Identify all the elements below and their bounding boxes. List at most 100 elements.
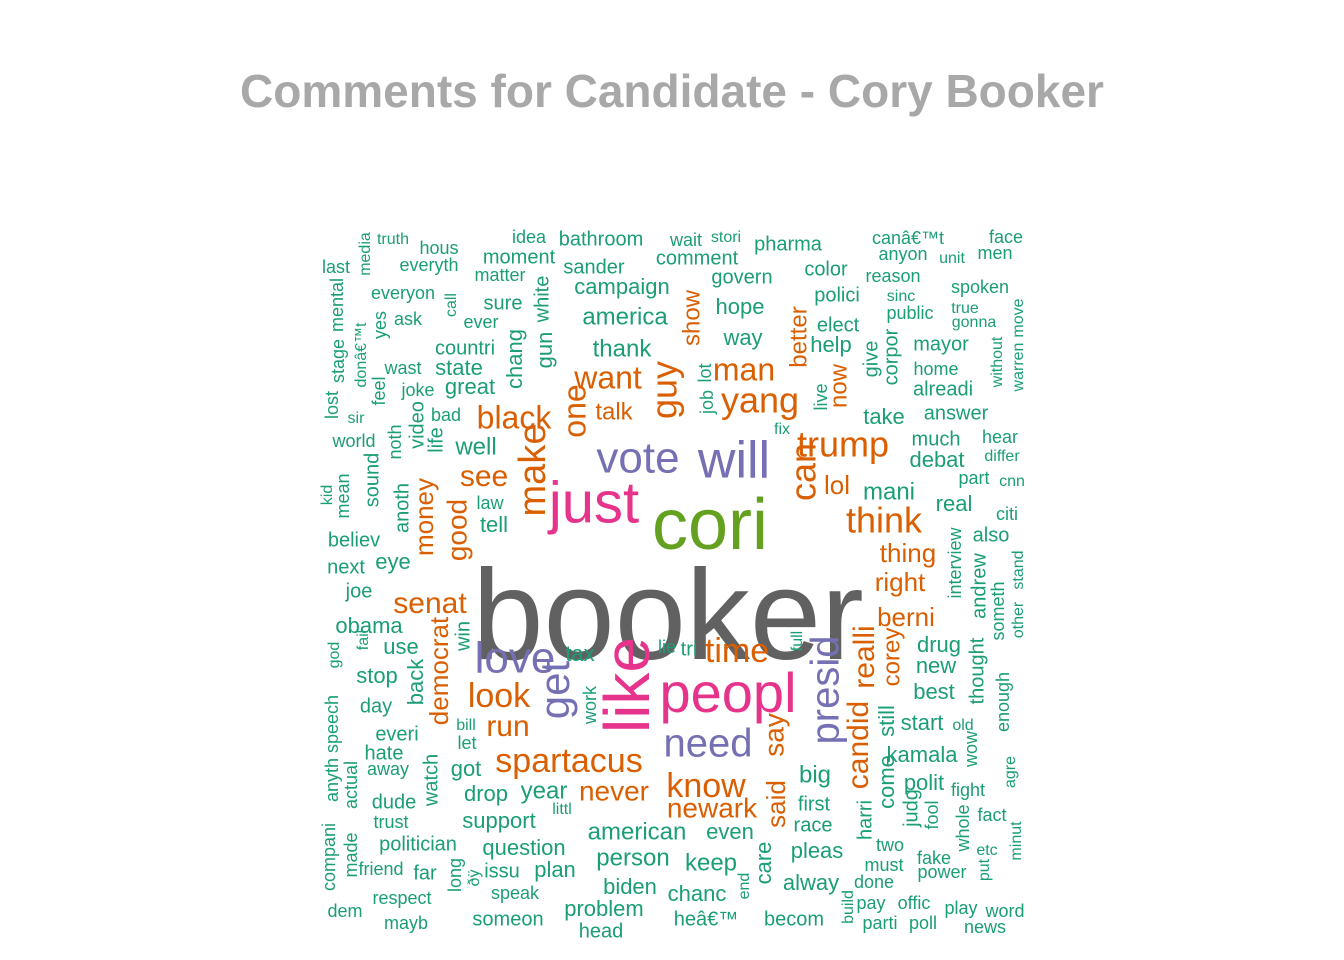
- word-7: love: [475, 634, 556, 683]
- word-162: part: [958, 468, 989, 488]
- word-218: anoth: [391, 483, 413, 533]
- word-80: mayor: [913, 333, 969, 355]
- word-101: pleas: [791, 838, 844, 863]
- word-13: yang: [721, 380, 799, 421]
- word-20: look: [468, 677, 531, 715]
- word-139: everyon: [371, 283, 435, 303]
- word-150: reason: [865, 266, 920, 286]
- word-191: poll: [909, 913, 937, 933]
- word-16: guy: [644, 361, 685, 419]
- word-238: ðÿ: [466, 870, 483, 887]
- word-123: issu: [484, 860, 520, 882]
- word-15: think: [846, 500, 923, 541]
- word-225: call: [443, 293, 460, 317]
- word-202: fight: [951, 780, 985, 800]
- word-63: even: [706, 819, 754, 844]
- word-44: mani: [863, 478, 915, 505]
- word-172: lie: [658, 637, 676, 657]
- word-6: vote: [596, 434, 679, 483]
- word-11: make: [512, 424, 554, 517]
- word-161: differ: [984, 448, 1020, 465]
- word-220: life: [425, 427, 447, 453]
- word-35: thing: [880, 538, 936, 568]
- word-64: support: [462, 808, 535, 833]
- word-215: mean: [333, 473, 353, 518]
- word-174: full: [789, 631, 806, 651]
- word-228: mental: [327, 278, 347, 332]
- word-121: mayb: [384, 913, 428, 933]
- word-22: black: [477, 399, 553, 435]
- word-189: offic: [898, 893, 931, 913]
- word-43: well: [454, 433, 496, 460]
- word-103: becom: [764, 908, 824, 930]
- word-206: enough: [993, 672, 1013, 732]
- word-176: littl: [552, 801, 572, 818]
- word-69: chang: [502, 329, 527, 389]
- word-144: wait: [669, 230, 702, 250]
- word-124: watch: [420, 754, 442, 807]
- word-180: come: [874, 755, 899, 809]
- word-231: fail: [355, 630, 372, 650]
- word-107: obama: [335, 613, 403, 638]
- word-175: work: [580, 685, 600, 725]
- word-221: video: [406, 401, 428, 449]
- word-86: govern: [711, 266, 772, 288]
- word-119: respect: [372, 888, 431, 908]
- word-39: said: [761, 780, 791, 828]
- word-92: plan: [534, 857, 576, 882]
- word-159: home: [913, 359, 958, 379]
- word-109: stop: [356, 663, 398, 688]
- word-77: much: [912, 428, 961, 450]
- word-214: end: [736, 873, 753, 900]
- word-33: never: [579, 775, 649, 806]
- word-193: word: [984, 901, 1024, 921]
- word-198: put: [976, 858, 993, 881]
- word-49: keep: [685, 849, 737, 876]
- word-24: man: [713, 351, 775, 387]
- word-149: anyon: [878, 244, 927, 264]
- word-66: got: [451, 756, 482, 781]
- word-2: like: [591, 637, 663, 733]
- word-5: will: [697, 432, 770, 490]
- word-184: two: [876, 835, 904, 855]
- word-47: american: [588, 818, 687, 845]
- word-201: whole: [953, 804, 973, 852]
- word-125: back: [403, 658, 428, 705]
- word-179: still: [874, 705, 899, 737]
- word-226: stage: [328, 339, 348, 383]
- word-170: job: [697, 390, 717, 415]
- word-105: someon: [472, 908, 543, 930]
- word-146: truth: [377, 231, 409, 248]
- word-163: cnn: [999, 473, 1025, 490]
- word-164: citi: [996, 504, 1018, 524]
- word-30: run: [486, 710, 529, 743]
- word-27: candid: [842, 701, 875, 789]
- word-4: just: [547, 470, 639, 535]
- word-141: hous: [419, 238, 458, 258]
- word-219: noth: [385, 424, 405, 459]
- word-21: want: [573, 359, 642, 395]
- word-152: face: [989, 227, 1023, 247]
- word-93: chanc: [668, 881, 727, 906]
- word-223: yes: [370, 311, 390, 339]
- word-128: next: [327, 556, 365, 578]
- word-97: polit: [904, 770, 944, 795]
- word-156: spoken: [951, 277, 1009, 297]
- word-241: move: [1010, 298, 1027, 337]
- word-235: compani: [319, 823, 339, 891]
- word-48: person: [596, 844, 669, 871]
- word-65: drop: [464, 781, 508, 806]
- word-154: sinc: [887, 288, 915, 305]
- word-200: fact: [977, 805, 1006, 825]
- word-79: real: [936, 491, 973, 516]
- word-195: fake: [917, 848, 951, 868]
- word-183: fool: [922, 800, 942, 829]
- word-236: made: [341, 832, 361, 877]
- word-158: gonna: [952, 314, 997, 331]
- word-233: anyth: [322, 758, 342, 802]
- word-129: joe: [345, 580, 373, 602]
- word-90: moment: [483, 246, 556, 268]
- word-203: agre: [1002, 756, 1019, 788]
- word-199: minut: [1008, 821, 1025, 861]
